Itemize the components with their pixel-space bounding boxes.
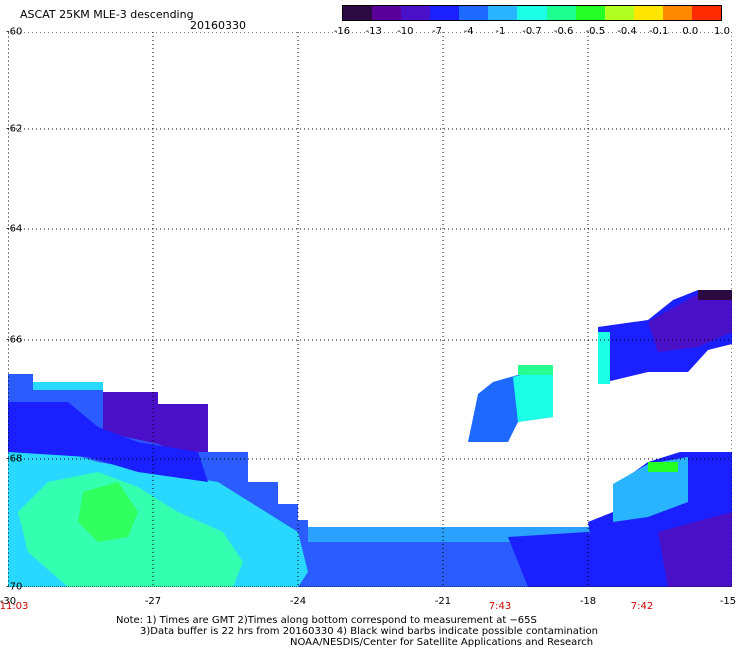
longitude-label: -27 (144, 596, 162, 607)
color-scale-label: -16 (333, 26, 351, 37)
color-scale-segment (575, 6, 605, 20)
lower-right-green (648, 462, 678, 472)
color-scale-label: -0.4 (617, 26, 637, 37)
color-scale-bar (342, 5, 722, 21)
color-scale-segment (691, 6, 722, 20)
longitude-label: -30 (0, 596, 17, 607)
map-title: ASCAT 25KM MLE-3 descending (20, 8, 194, 21)
note-line-1: Note: 1) Times are GMT 2)Times along bot… (116, 615, 537, 626)
left-swath-blue (8, 402, 208, 482)
color-scale-segment (488, 6, 518, 20)
left-swath-top (33, 382, 103, 390)
color-scale-label: 1.0 (714, 26, 730, 37)
lower-right-dark (658, 512, 732, 587)
latitude-label: -60 (6, 26, 23, 38)
color-scale-label: -13 (365, 26, 382, 37)
bottom-strip-dark (508, 532, 608, 587)
latitude-label: -64 (6, 223, 23, 235)
longitude-label: -18 (579, 596, 597, 607)
scatterometer-swaths (8, 290, 732, 587)
color-scale-segment (343, 6, 373, 20)
color-scale-segment (430, 6, 460, 20)
lower-right-swath-cyan (613, 457, 688, 522)
upper-right-swath-edge (598, 332, 610, 384)
color-scale-segment (662, 6, 692, 20)
left-swath-dark (103, 392, 208, 452)
color-scale-segment (372, 6, 402, 20)
color-scale-label: 0.0 (682, 26, 699, 37)
note-line-3: NOAA/NESDIS/Center for Satellite Applica… (290, 637, 594, 648)
longitude-label: -24 (289, 596, 307, 607)
latitude-label: -68 (6, 453, 23, 465)
color-scale-segment (517, 6, 547, 20)
color-scale-segment (604, 6, 634, 20)
latitude-label: -66 (6, 334, 23, 346)
color-scale-segment (401, 6, 431, 20)
latitude-label: -70 (6, 581, 23, 593)
note-line-2: 3)Data buffer is 22 hrs from 20160330 4)… (140, 626, 598, 637)
lat-lon-grid (8, 32, 732, 587)
map-date: 20160330 (190, 19, 246, 32)
color-scale-label: -10 (397, 26, 414, 37)
color-scale-label: -0.1 (648, 26, 669, 37)
map-plot (8, 32, 732, 587)
latitude-label: -62 (6, 123, 23, 135)
color-scale-label: -0.6 (553, 26, 574, 37)
pass-time-label: 7:43 (488, 601, 512, 612)
pass-time-label: 7:42 (630, 601, 654, 612)
color-scale-label: -0.5 (585, 26, 606, 37)
color-scale-segment (633, 6, 663, 20)
pass-time-label: 11:03 (0, 601, 29, 612)
middle-swath-green (518, 365, 553, 375)
left-swath-core (78, 482, 138, 542)
upper-right-swath-dark (648, 290, 732, 352)
longitude-label: -15 (719, 596, 737, 607)
middle-swath-cyan (513, 367, 553, 422)
upper-right-top (698, 290, 732, 300)
longitude-label: -21 (434, 596, 452, 607)
color-scale-segment (459, 6, 489, 20)
color-scale-segment (546, 6, 576, 20)
